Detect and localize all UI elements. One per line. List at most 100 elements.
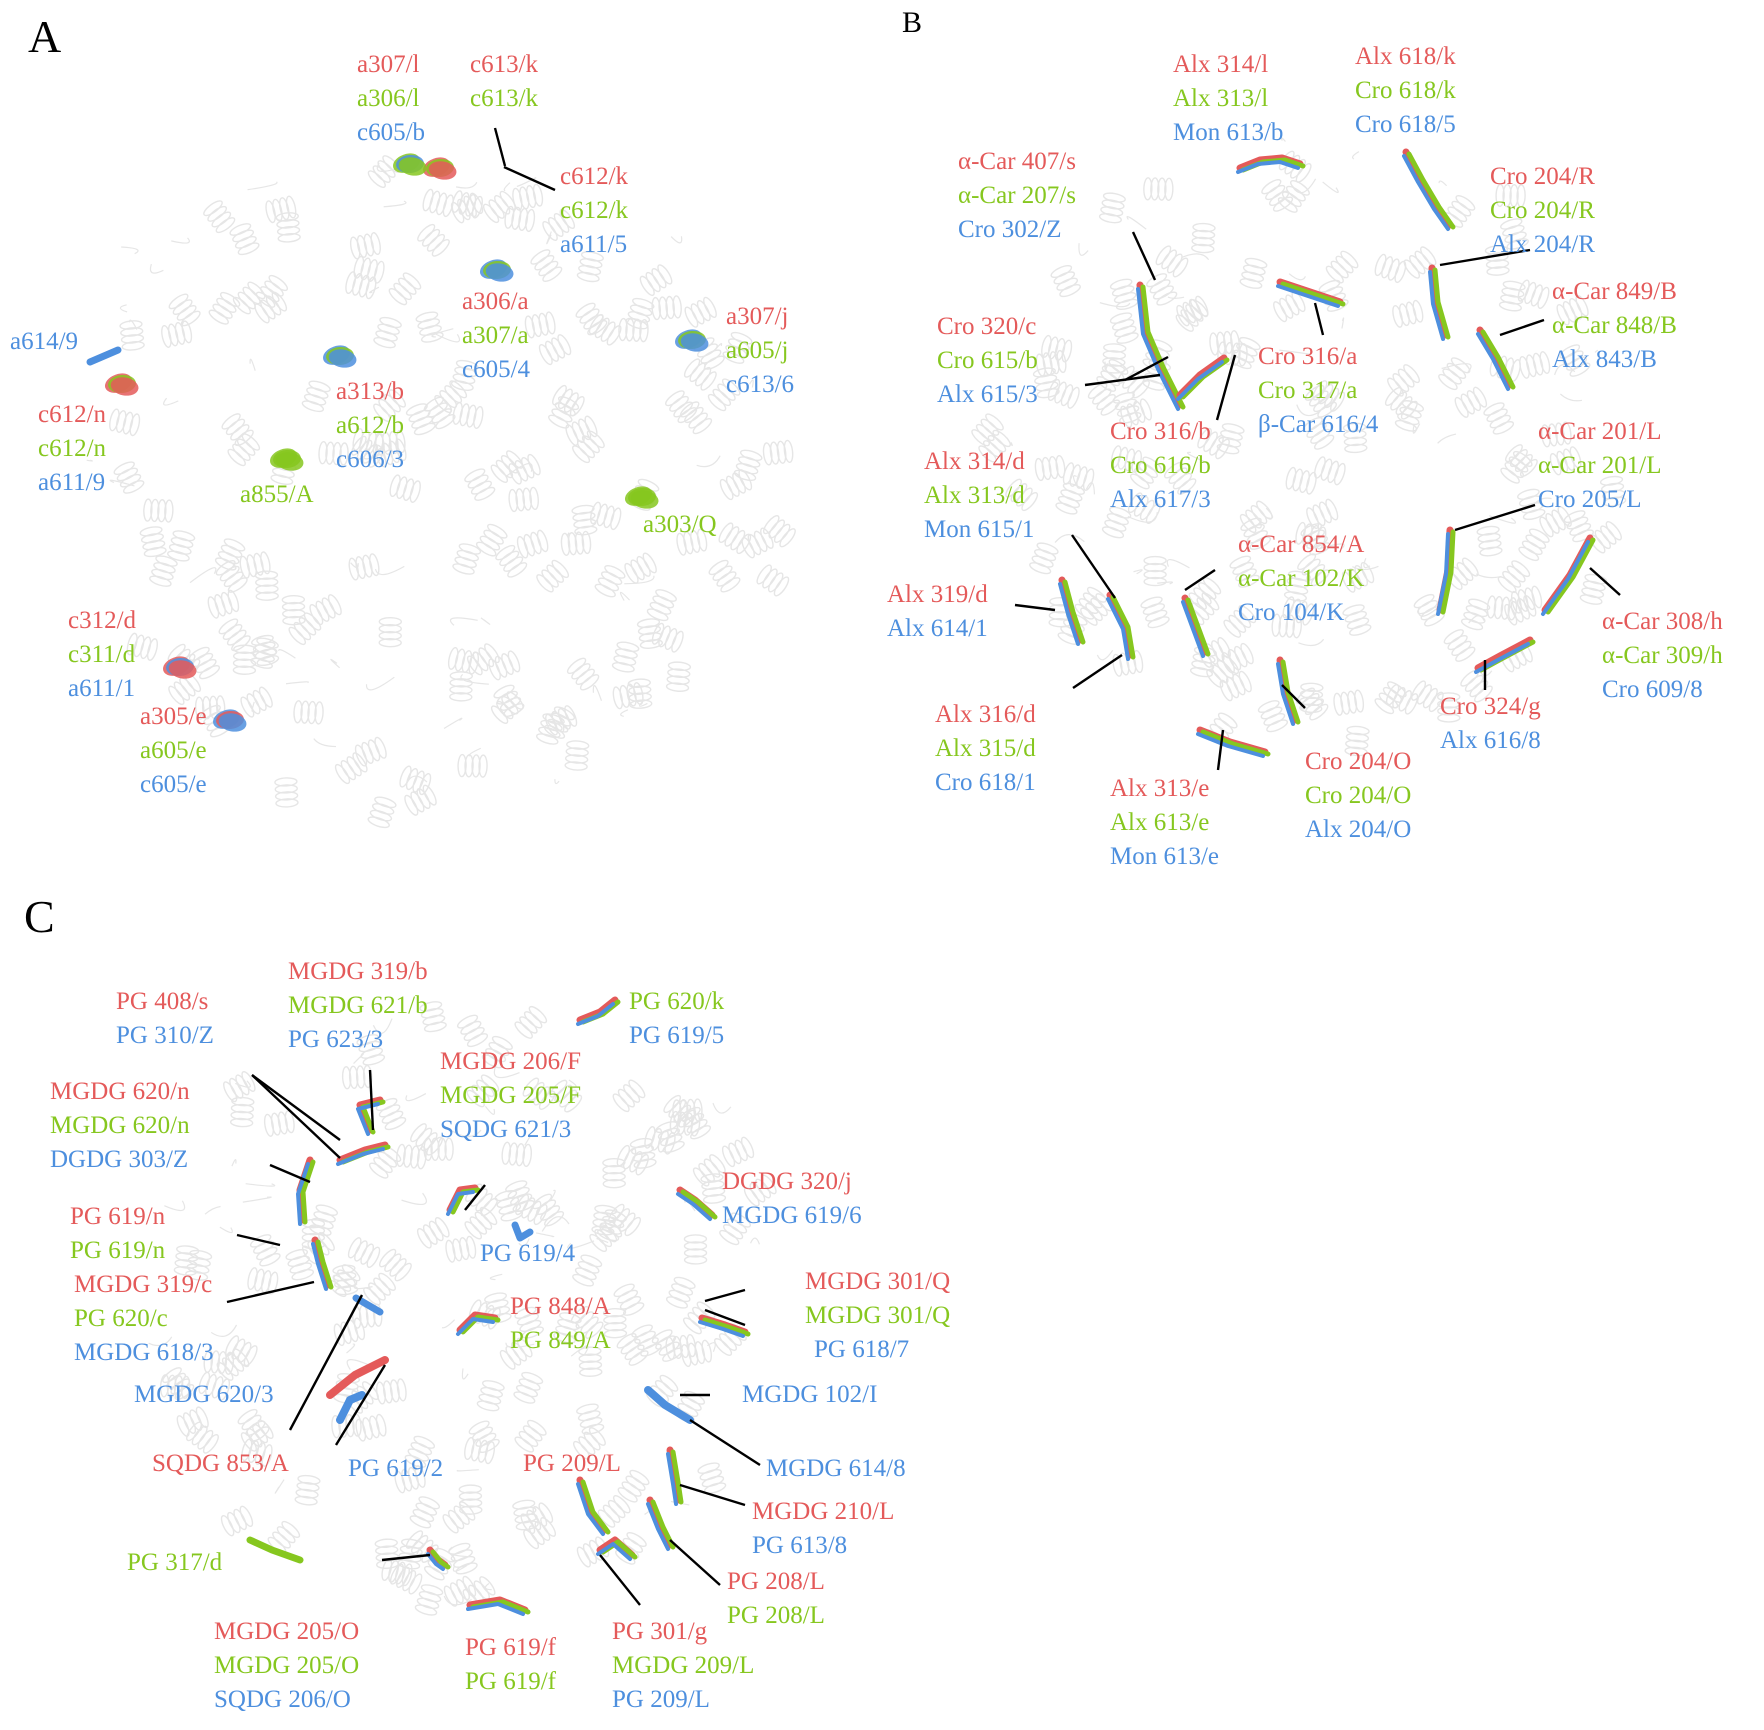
label-line: c312/d bbox=[68, 607, 137, 634]
protein-helix bbox=[1034, 454, 1066, 482]
protein-loop bbox=[1167, 296, 1185, 299]
label-group-b5: Cro 320/c Cro 615/b Alx 615/3 bbox=[937, 310, 1038, 412]
label-group-a7: c612/n c612/n a611/9 bbox=[38, 398, 106, 500]
carotenoid-a-car-201-L bbox=[1436, 532, 1450, 616]
label-line: a307/a bbox=[462, 322, 529, 349]
protein-helix bbox=[220, 1505, 254, 1537]
protein-loop bbox=[148, 1336, 173, 1347]
protein-loop bbox=[567, 1240, 595, 1250]
label-line: PG 408/s bbox=[116, 988, 209, 1015]
protein-helix bbox=[240, 686, 273, 718]
protein-helix bbox=[1518, 528, 1550, 562]
protein-helix bbox=[404, 1435, 436, 1468]
protein-loop bbox=[484, 1583, 492, 1591]
protein-loop bbox=[1412, 423, 1421, 434]
protein-helix bbox=[683, 1234, 708, 1265]
chlorophyll-a306-a bbox=[485, 263, 514, 282]
protein-helix bbox=[508, 486, 539, 513]
label-group-a12: a305/e a605/e c605/e bbox=[140, 700, 207, 802]
label-line: c613/k bbox=[470, 51, 539, 78]
carotenoid-alx-618-k bbox=[1406, 151, 1456, 230]
protein-helix bbox=[552, 384, 585, 417]
carotenoid-a-car-854-A bbox=[1185, 597, 1211, 657]
protein-helix bbox=[564, 740, 590, 771]
protein-helix bbox=[1283, 570, 1311, 602]
protein-helix bbox=[553, 1312, 582, 1344]
protein-helix bbox=[1229, 555, 1260, 588]
protein-helix bbox=[285, 1248, 315, 1281]
protein-helix bbox=[679, 401, 713, 435]
leader-line bbox=[269, 1163, 311, 1184]
protein-loop bbox=[505, 1342, 535, 1348]
leader-line bbox=[368, 1069, 375, 1131]
label-line: PG 619/n bbox=[70, 1237, 166, 1264]
protein-helix bbox=[665, 661, 692, 692]
protein-helix bbox=[762, 439, 794, 466]
protein-helix bbox=[618, 317, 649, 343]
protein-helix bbox=[109, 408, 141, 437]
label-group-b8: Cro 316/b Cro 616/b Alx 617/3 bbox=[1110, 415, 1211, 517]
protein-helix bbox=[143, 498, 174, 523]
protein-helix bbox=[576, 251, 604, 283]
protein-helix bbox=[378, 1248, 412, 1282]
label-line: Cro 104/K bbox=[1238, 599, 1345, 626]
label-line: α-Car 849/B bbox=[1552, 278, 1677, 305]
leader-line bbox=[669, 1539, 721, 1586]
protein-helix bbox=[617, 1469, 650, 1503]
protein-helix bbox=[1140, 596, 1170, 629]
protein-helix bbox=[501, 1141, 533, 1168]
label-line: a614/9 bbox=[10, 328, 79, 355]
protein-helix bbox=[347, 1237, 381, 1268]
lipid-pg-408-s bbox=[336, 1147, 385, 1166]
label-line: Alx 616/8 bbox=[1440, 727, 1541, 754]
label-line: MGDG 621/b bbox=[288, 992, 428, 1019]
protein-helix bbox=[442, 1501, 476, 1534]
carotenoid-a-car-407-s bbox=[1136, 287, 1180, 411]
protein-helix bbox=[1556, 295, 1589, 326]
label-line: Cro 316/a bbox=[1258, 343, 1358, 370]
label-line: Mon 615/1 bbox=[924, 516, 1035, 543]
leader-line bbox=[1589, 567, 1621, 596]
leader-line bbox=[464, 1184, 486, 1211]
protein-helix bbox=[414, 1584, 444, 1616]
protein-helix bbox=[378, 616, 403, 648]
label-line: a611/5 bbox=[560, 231, 628, 258]
protein-helix bbox=[616, 1333, 649, 1366]
protein-helix bbox=[572, 430, 605, 464]
label-group-a11: c312/d c311/d a611/1 bbox=[68, 604, 136, 706]
protein-helix bbox=[565, 415, 598, 446]
label-line: α-Car 848/B bbox=[1552, 312, 1677, 339]
label-line: α-Car 854/A bbox=[1238, 531, 1365, 558]
protein-helix bbox=[548, 396, 580, 429]
protein-loop bbox=[749, 1237, 761, 1245]
protein-helix bbox=[494, 1190, 524, 1222]
protein-loop bbox=[714, 343, 723, 351]
label-line: Cro 316/b bbox=[1110, 418, 1211, 445]
label-line: PG 619/5 bbox=[629, 1022, 725, 1049]
protein-helix bbox=[978, 429, 1011, 463]
protein-helix bbox=[700, 1173, 727, 1204]
protein-helix bbox=[1549, 446, 1582, 476]
protein-helix bbox=[275, 212, 301, 243]
carotenoid-cro-204-O bbox=[1276, 662, 1295, 726]
protein-loop bbox=[231, 1159, 237, 1167]
protein-helix bbox=[1032, 367, 1060, 399]
label-line: a306/a bbox=[462, 288, 529, 315]
protein-helix bbox=[721, 1136, 755, 1168]
label-group-b11: α-Car 854/A α-Car 102/K Cro 104/K bbox=[1238, 528, 1364, 630]
protein-helix bbox=[294, 1474, 321, 1506]
chlorophyll-c612-n bbox=[110, 377, 139, 396]
leader-line bbox=[704, 1308, 746, 1327]
label-line: MGDG 210/L bbox=[752, 1498, 895, 1525]
protein-loop bbox=[1157, 581, 1173, 585]
protein-helix bbox=[457, 753, 488, 778]
label-line: Alx 313/d bbox=[924, 482, 1025, 509]
leader-line bbox=[1072, 654, 1123, 689]
label-group-b10: α-Car 201/L α-Car 201/L Cro 205/L bbox=[1538, 415, 1662, 517]
protein-helix bbox=[355, 1413, 387, 1442]
protein-helix bbox=[627, 678, 653, 709]
protein-helix bbox=[602, 1157, 626, 1189]
label-line: Alx 618/k bbox=[1355, 43, 1456, 70]
label-line: SQDG 621/3 bbox=[440, 1116, 572, 1143]
